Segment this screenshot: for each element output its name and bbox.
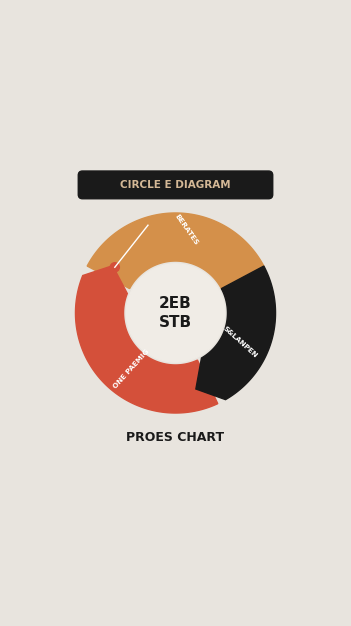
Text: 2EB: 2EB [159, 296, 192, 311]
Circle shape [126, 264, 225, 362]
Text: S&LANPEN: S&LANPEN [221, 326, 258, 359]
Text: STB: STB [159, 315, 192, 330]
Text: PROES CHART: PROES CHART [126, 431, 225, 444]
Polygon shape [87, 213, 264, 295]
Polygon shape [75, 265, 218, 413]
Circle shape [110, 263, 119, 272]
FancyBboxPatch shape [78, 171, 273, 198]
Polygon shape [196, 266, 276, 399]
Text: CIRCLE E DIAGRAM: CIRCLE E DIAGRAM [120, 180, 231, 190]
Text: ONE PAEMIG: ONE PAEMIG [112, 348, 150, 389]
Text: BERATES: BERATES [173, 213, 199, 247]
